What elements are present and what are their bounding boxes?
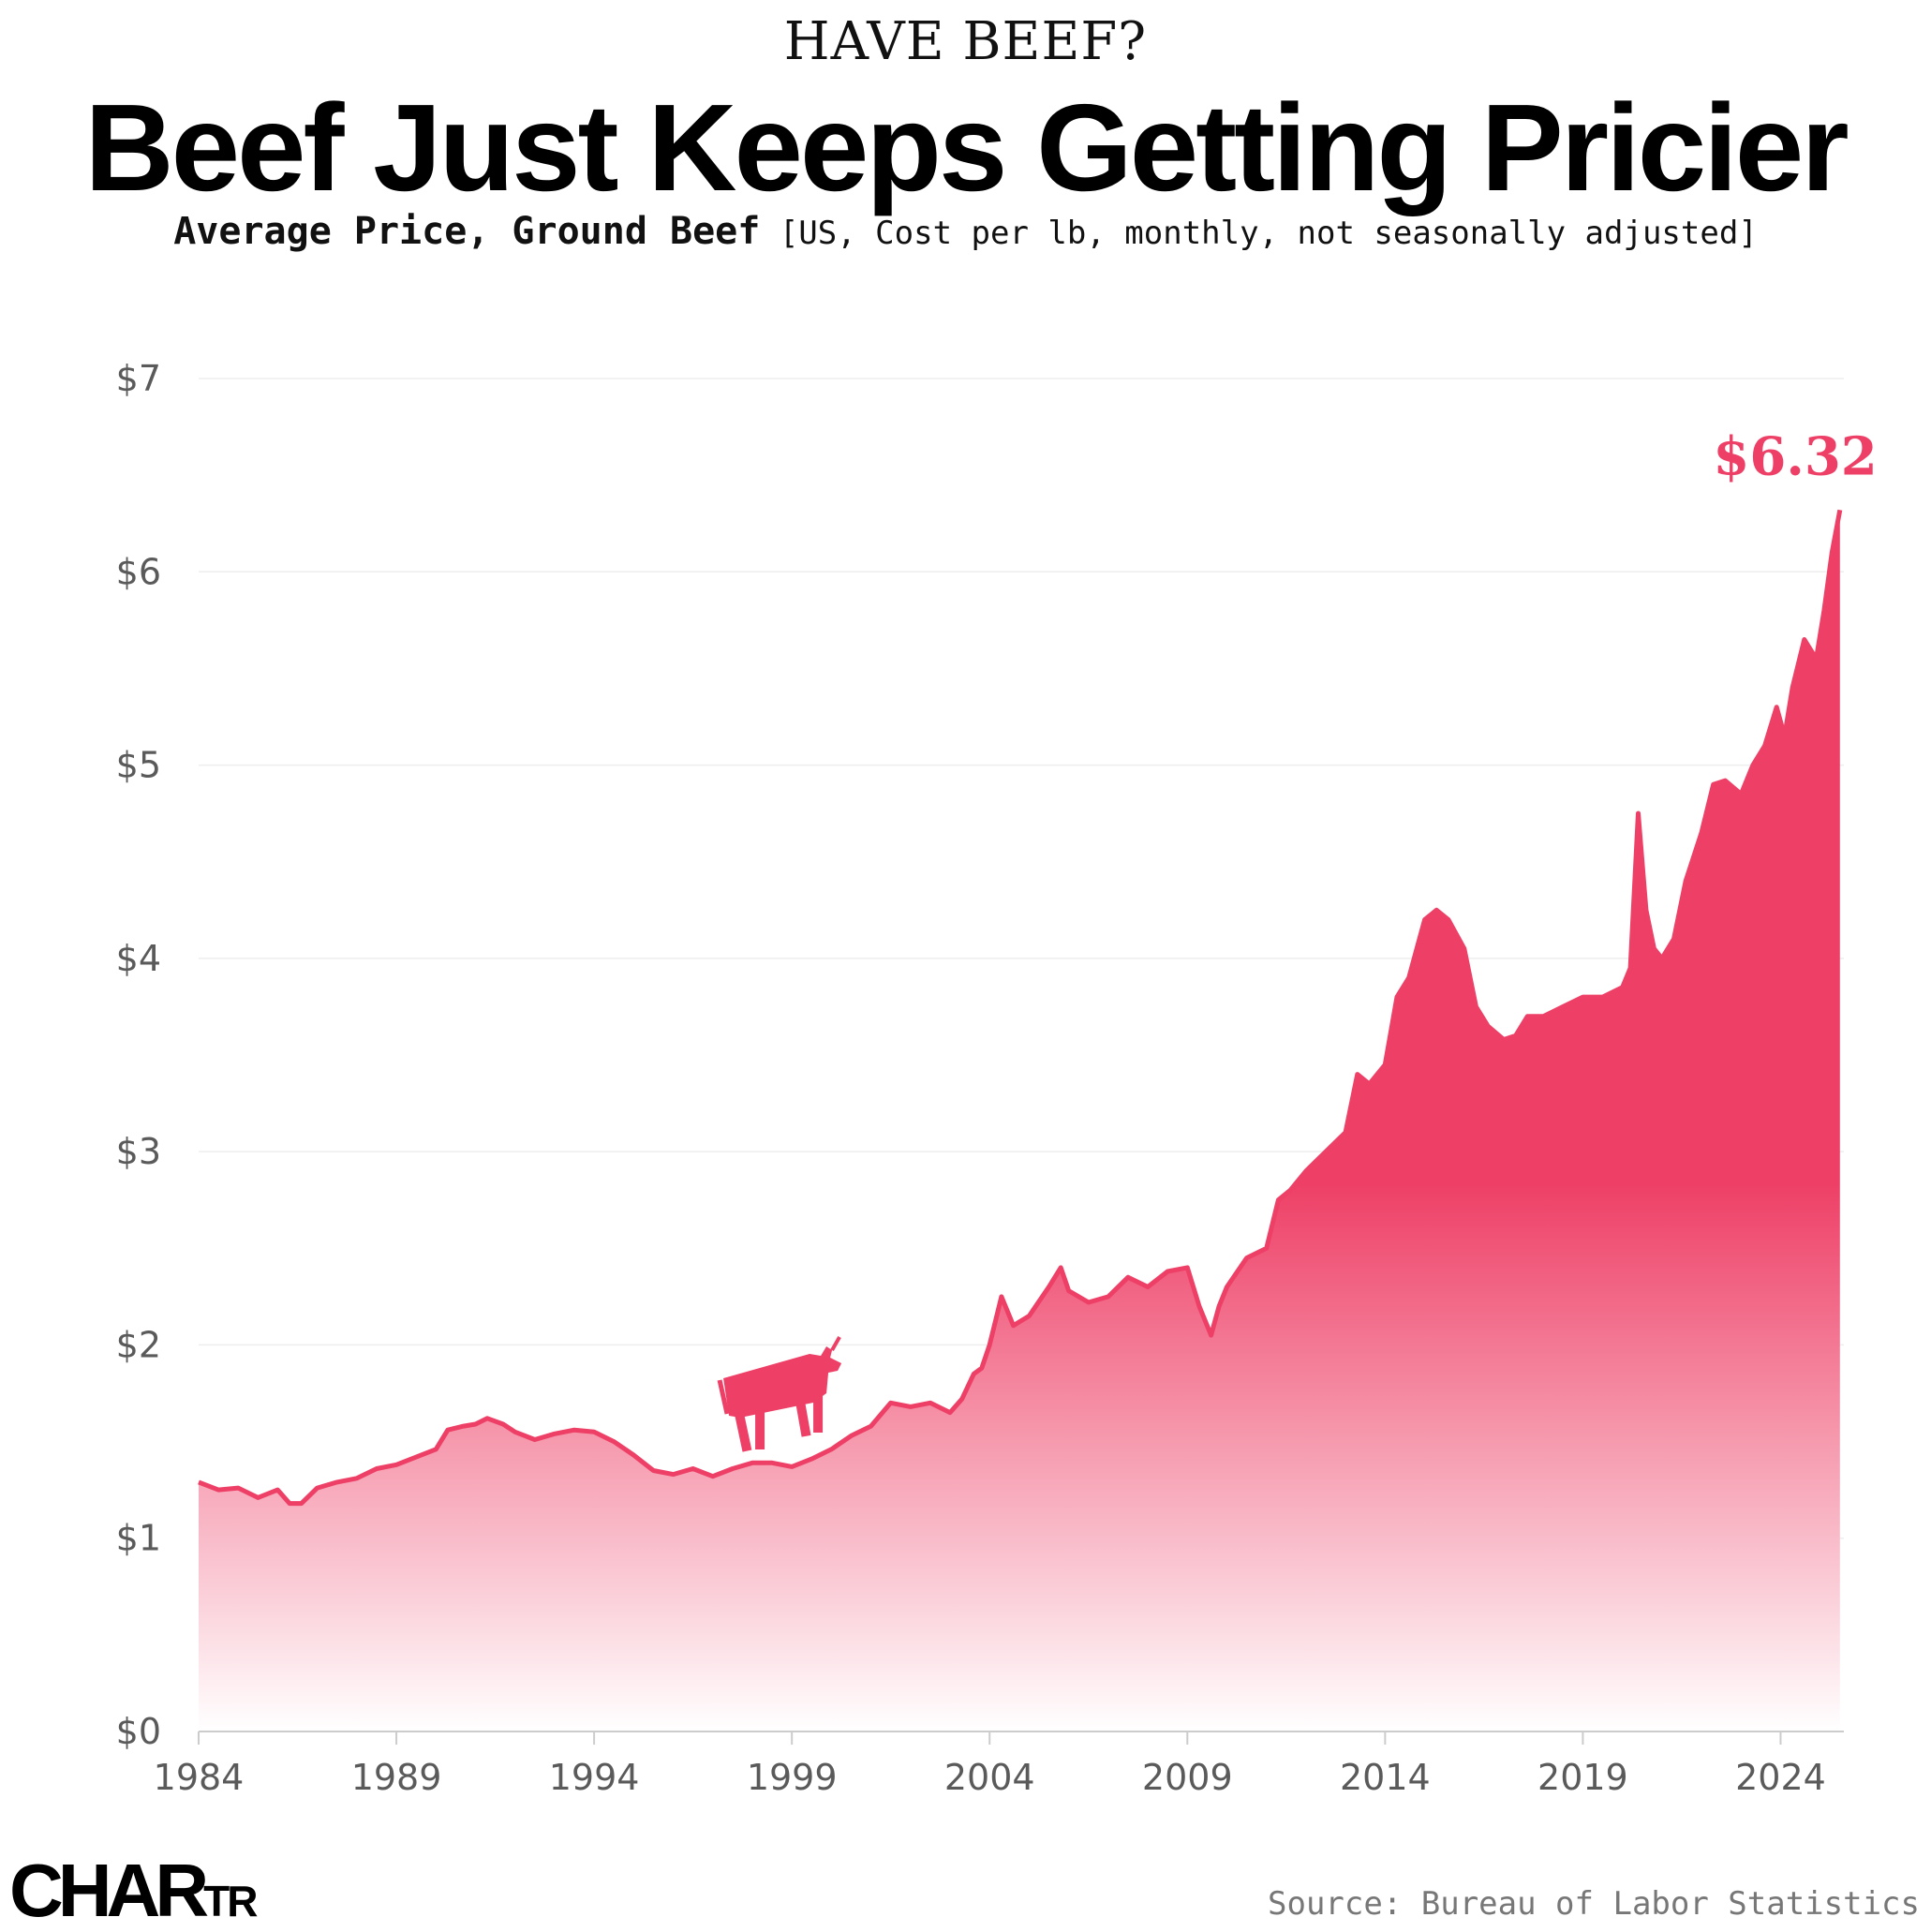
y-tick-label: $0 — [116, 1711, 161, 1752]
x-tick-label: 2004 — [944, 1757, 1035, 1798]
x-tick-label: 2009 — [1142, 1757, 1233, 1798]
logo-small: TR — [203, 1877, 258, 1925]
price-line — [198, 509, 1843, 1507]
y-tick-label: $4 — [116, 938, 161, 979]
price-area — [199, 510, 1840, 1731]
x-tick-label: 2014 — [1340, 1757, 1431, 1798]
x-tick-label: 2024 — [1735, 1757, 1826, 1798]
x-tick-label: 1984 — [154, 1757, 245, 1798]
y-tick-label: $1 — [116, 1518, 161, 1559]
logo-main: CHAR — [9, 1849, 209, 1932]
cow-icon — [717, 1336, 842, 1452]
end-value-label: $6.32 — [1713, 425, 1877, 487]
x-tick-label: 1999 — [747, 1757, 838, 1798]
chart-subtitle: Average Price, Ground Beef [US, Cost per… — [0, 210, 1931, 253]
subtitle-detail: [US, Cost per lb, monthly, not seasonall… — [779, 215, 1758, 252]
x-tick-label: 2019 — [1537, 1757, 1628, 1798]
y-tick-label: $5 — [116, 745, 161, 786]
x-tick-label: 1994 — [549, 1757, 640, 1798]
y-tick-label: $2 — [116, 1324, 161, 1365]
chart-kicker: HAVE BEEF? — [783, 11, 1148, 72]
subtitle-bold: Average Price, Ground Beef — [173, 210, 761, 253]
x-tick-label: 1989 — [351, 1757, 442, 1798]
y-tick-label: $6 — [116, 551, 161, 592]
source-note: Source: Bureau of Labor Statistics — [1268, 1885, 1920, 1923]
y-tick-label: $3 — [116, 1131, 161, 1172]
y-tick-label: $7 — [116, 358, 161, 399]
chartr-logo: CHARTR — [9, 1853, 258, 1928]
chart-title: Beef Just Keeps Getting Pricier — [84, 79, 1849, 216]
